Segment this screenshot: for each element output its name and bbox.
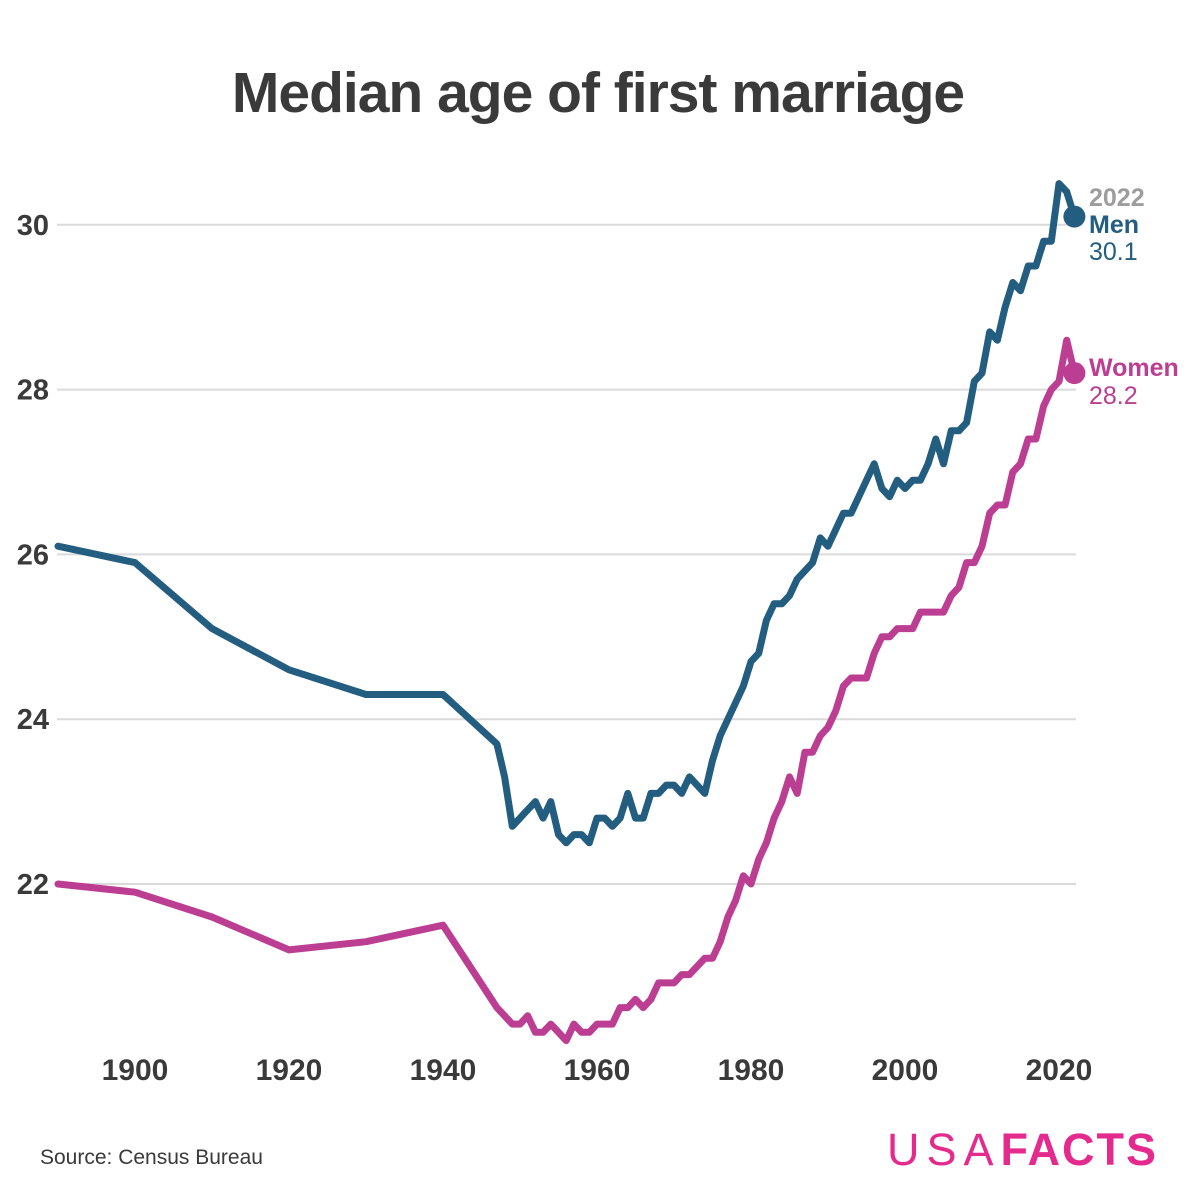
- chart-title: Median age of first marriage: [231, 61, 965, 125]
- y-tick-label: 28: [17, 375, 49, 407]
- end-label-women-value: 28.2: [1089, 382, 1138, 410]
- y-tick-label: 22: [17, 869, 49, 901]
- end-label-year: 2022: [1089, 184, 1145, 212]
- men-end-dot: [1063, 205, 1086, 228]
- x-tick-label: 1960: [564, 1054, 631, 1087]
- men-line-series: [54, 180, 1078, 847]
- women-end-dot: [1063, 362, 1086, 385]
- usafacts-logo: USAFACTS: [887, 1124, 1158, 1176]
- end-label-men-value: 30.1: [1089, 238, 1138, 266]
- x-tick-label: 1900: [102, 1054, 169, 1087]
- source-note: Source: Census Bureau: [40, 1146, 263, 1169]
- logo-usa-text: USA: [886, 1124, 1001, 1175]
- x-tick-label: 1940: [410, 1054, 477, 1087]
- x-tick-label: 1980: [718, 1054, 785, 1087]
- x-tick-label: 2020: [1026, 1054, 1093, 1087]
- end-label-women-name: Women: [1089, 354, 1179, 382]
- x-tick-label: 2000: [872, 1054, 939, 1087]
- women-line-series: [54, 336, 1078, 1045]
- x-tick-label: 1920: [256, 1054, 323, 1087]
- y-tick-label: 24: [17, 704, 49, 736]
- end-label-men-name: Men: [1089, 211, 1139, 239]
- y-tick-label: 30: [17, 210, 49, 242]
- logo-facts-text: FACTS: [1000, 1124, 1158, 1175]
- y-tick-label: 26: [17, 539, 49, 571]
